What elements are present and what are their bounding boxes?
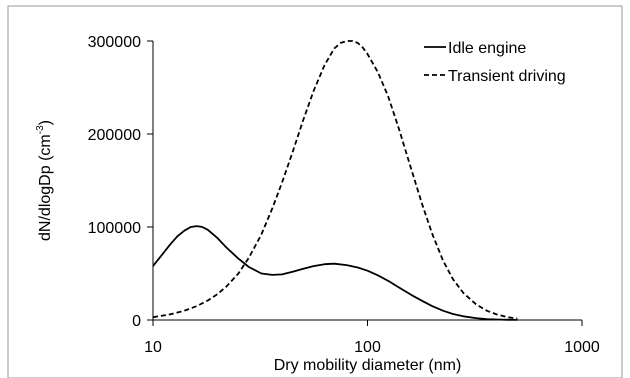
x-tick-label: 100 [354,339,381,356]
legend-label-transient-driving: Transient driving [448,68,566,85]
series-line-transient-driving [152,40,518,320]
legend: Idle engine Transient driving [424,40,566,85]
x-tick-label: 10 [144,339,162,356]
y-axis-label-close: ) [37,120,54,125]
y-tick-label: 200000 [88,127,141,144]
x-tick-label: 1000 [564,339,600,356]
series-group [152,40,518,321]
y-axis-ticks: 0 100000 200000 300000 [88,34,153,330]
y-axis-label-main: dN/dlogDp (cm [37,134,54,241]
y-tick-label: 300000 [88,34,141,51]
chart-border [7,5,623,378]
y-tick-label: 100000 [88,220,141,237]
legend-label-idle-engine: Idle engine [448,40,526,57]
y-axis-label-superscript: -3 [35,125,46,134]
x-axis-ticks: 10 100 1000 [144,320,600,356]
x-axis-label: Dry mobility diameter (nm) [274,357,462,374]
series-line-idle-engine [152,225,518,321]
y-axis-label: dN/dlogDp (cm-3) [35,120,54,241]
plot-area: 10 100 1000 0 100000 200000 300000 [88,34,600,356]
y-tick-label: 0 [132,313,141,330]
